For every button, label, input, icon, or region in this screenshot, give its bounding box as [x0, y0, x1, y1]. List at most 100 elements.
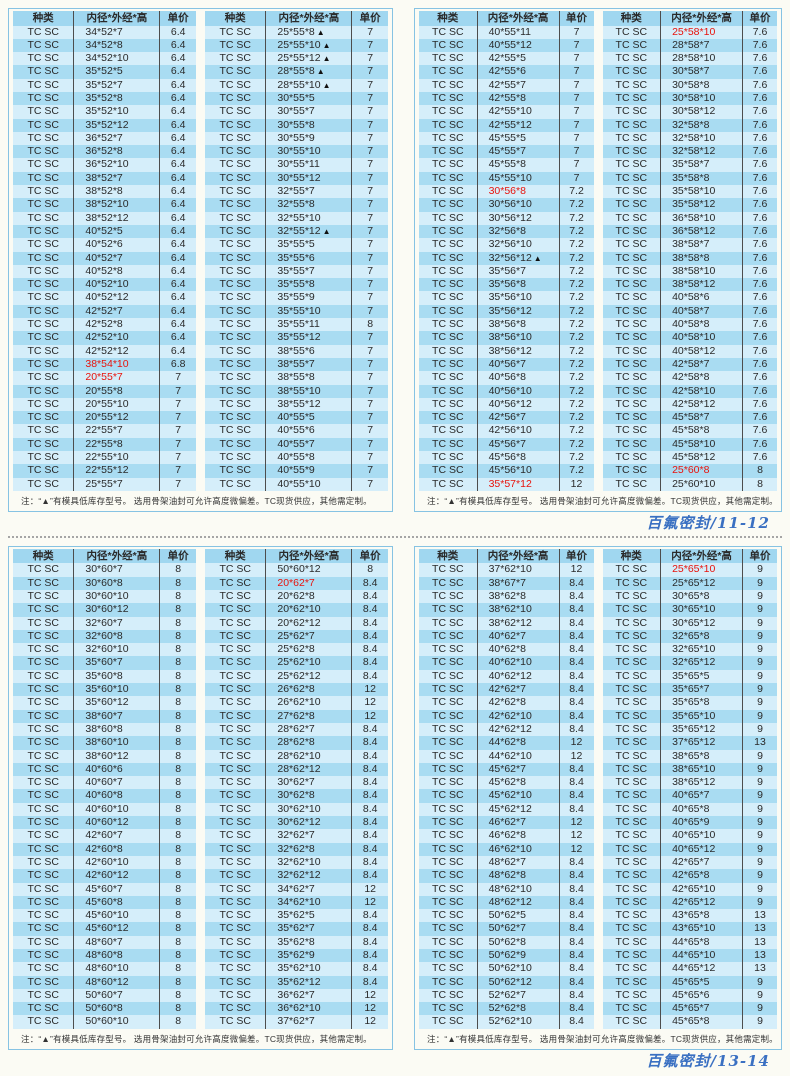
cell-type: TC SC — [219, 52, 251, 65]
cell-size: 37*65*12 — [660, 736, 742, 750]
cell-size: 38*52*8 — [73, 185, 159, 199]
cell-type: TC SC — [219, 789, 251, 802]
table-row: TC SC 25*62*8 8.4 — [205, 643, 388, 657]
table-row: TC SC 45*55*10 7 — [419, 171, 594, 186]
cell-size: 36*62*7 — [265, 988, 351, 1003]
cell-type: TC SC — [432, 842, 464, 855]
cell-size: 42*52*7 — [73, 304, 159, 319]
cell-size: 35*55*11 — [265, 318, 351, 332]
cell-type: TC SC — [432, 589, 464, 602]
cell-price: 6.4 — [159, 91, 196, 106]
cell-size: 30*55*9 — [265, 131, 351, 146]
cell-price: 7 — [558, 91, 594, 106]
cell-size: 40*58*8 — [660, 318, 742, 332]
cell-size: 30*62*8 — [265, 789, 351, 803]
cell-price: 9 — [742, 669, 777, 684]
cell-price: 7 — [351, 464, 388, 478]
cell-size: 38*55*6 — [265, 344, 351, 358]
cell-type: TC SC — [219, 909, 251, 922]
cell-type: TC SC — [432, 198, 464, 211]
table-row: TC SC 25*62*10 8.4 — [205, 656, 388, 670]
table-row: TC SC 34*52*10 6.4 — [13, 52, 196, 66]
cell-type: TC SC — [615, 238, 648, 251]
cell-price: 9 — [742, 603, 777, 617]
cell-type: TC SC — [432, 643, 464, 656]
table-row: TC SC 32*56*8 7.2 — [419, 224, 594, 239]
table-row: TC SC 30*55*8 7 — [205, 118, 388, 132]
table-row: TC SC 30*65*10 9 — [602, 603, 777, 617]
table-row: TC SC 45*56*7 7.2 — [419, 437, 594, 451]
table-row: TC SC 35*58*12 7.6 — [602, 198, 777, 212]
cell-size: 45*58*12 — [660, 451, 742, 465]
cell-type: TC SC — [219, 198, 251, 211]
header-type: 种类 — [224, 12, 246, 24]
cell-type: TC SC — [219, 643, 251, 656]
cell-size: 30*55*8 — [265, 118, 351, 132]
cell-price: 8 — [159, 762, 196, 777]
table-row: TC SC 46*62*10 12 — [419, 842, 594, 856]
cell-size: 42*55*7 — [476, 78, 559, 92]
cell-size: 40*55*5 — [265, 411, 351, 425]
cell-size: 35*55*9 — [265, 291, 351, 305]
table-row: TC SC 35*52*5 6.4 — [13, 65, 196, 79]
cell-type: TC SC — [219, 829, 251, 842]
cell-price: 7.2 — [558, 211, 594, 225]
cell-size: 45*56*7 — [476, 437, 559, 451]
cell-price: 9 — [742, 709, 777, 723]
cell-type: TC SC — [432, 158, 464, 171]
cell-type: TC SC — [615, 909, 648, 922]
cell-size: 40*62*8 — [476, 643, 559, 657]
table-row: TC SC 25*58*10 7.6 — [602, 25, 777, 39]
cell-size: 32*60*10 — [73, 643, 159, 657]
table-row: TC SC 40*62*12 8.4 — [419, 669, 594, 684]
cell-size: 45*62*12 — [476, 802, 559, 817]
table-row: TC SC 32*62*12 8.4 — [205, 869, 388, 883]
cell-price: 8.4 — [351, 922, 388, 936]
cell-size: 38*60*7 — [73, 709, 159, 723]
cell-size: 44*65*12 — [660, 962, 742, 976]
cell-price: 9 — [742, 629, 777, 644]
cell-price: 12 — [351, 1015, 388, 1029]
cell-size: 50*62*12 — [476, 975, 559, 989]
cell-price: 7 — [351, 65, 388, 79]
table-row: TC SC 45*65*6 9 — [602, 988, 777, 1003]
cell-size: 40*56*8 — [476, 371, 559, 385]
cell-size: 37*62*10 — [476, 563, 559, 577]
table-row: TC SC 28*55*10 ▲ 7 — [205, 78, 388, 92]
table-row: TC SC 50*62*7 8.4 — [419, 922, 594, 936]
cell-type: TC SC — [432, 278, 464, 291]
cell-type: TC SC — [219, 131, 251, 144]
cell-type: TC SC — [27, 291, 59, 304]
cell-type: TC SC — [27, 384, 59, 397]
cell-type: TC SC — [219, 722, 251, 735]
price-box-1-tables: 种类 内径*外经*高 单价 TC SC 34*52*7 6.4 TC SC 34*52*… — [13, 11, 388, 491]
cell-size: 38*58*8 — [660, 251, 742, 265]
cell-type: TC SC — [432, 424, 464, 437]
cell-type: TC SC — [219, 118, 251, 131]
cell-size: 45*62*7 — [476, 762, 559, 777]
header-price: 单价 — [159, 548, 196, 564]
cell-price: 6.4 — [159, 131, 196, 146]
cell-price: 7.6 — [742, 344, 777, 358]
table-row: TC SC 40*62*10 8.4 — [419, 656, 594, 670]
price-box-1: 种类 内径*外经*高 单价 TC SC 34*52*7 6.4 TC SC 34*52*… — [8, 8, 393, 512]
cell-size: 32*60*7 — [73, 616, 159, 630]
cell-price: 7 — [558, 25, 594, 39]
cell-type: TC SC — [27, 563, 59, 576]
cell-size: 25*65*12 — [660, 576, 742, 590]
cell-type: TC SC — [432, 1015, 464, 1028]
table-row: TC SC 22*55*8 7 — [13, 437, 196, 451]
cell-type: TC SC — [27, 331, 59, 344]
cell-price: 8.4 — [351, 949, 388, 963]
cell-price: 8 — [159, 1002, 196, 1016]
cell-size: 35*52*8 — [73, 91, 159, 106]
cell-price: 8.4 — [351, 749, 388, 763]
cell-price: 8.4 — [351, 802, 388, 817]
cell-price: 6.8 — [159, 357, 196, 372]
cell-price: 8.4 — [558, 935, 594, 949]
cell-size: 40*56*12 — [476, 397, 559, 412]
table-row: TC SC 38*67*7 8.4 — [419, 576, 594, 590]
cell-price: 9 — [742, 563, 777, 577]
table-row: TC SC 38*60*8 8 — [13, 722, 196, 737]
cell-price: 7.6 — [742, 131, 777, 146]
